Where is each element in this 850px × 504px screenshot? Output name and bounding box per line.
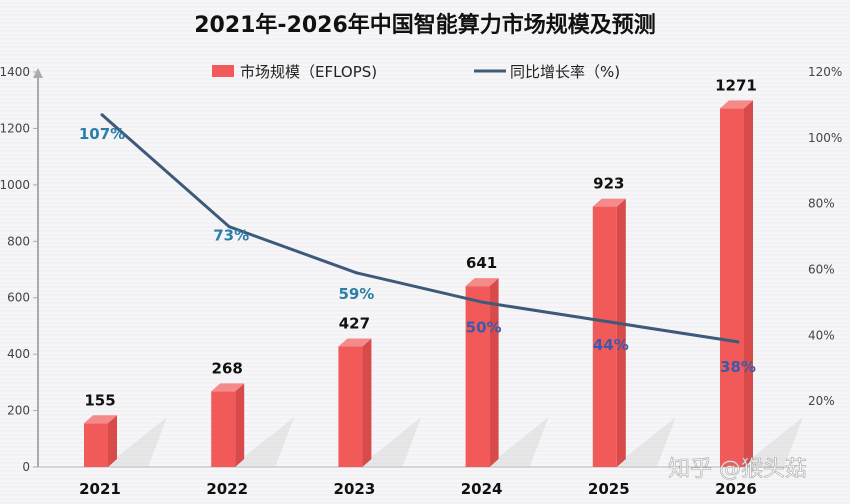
bar-2021 bbox=[84, 415, 167, 467]
bar-side bbox=[235, 383, 245, 467]
growth-rate-label: 44% bbox=[593, 336, 629, 354]
legend-bar-swatch bbox=[212, 65, 234, 77]
x-tick-label: 2026 bbox=[715, 480, 757, 498]
bar-front bbox=[84, 423, 108, 467]
bar-value-label: 155 bbox=[84, 391, 115, 409]
line-point bbox=[100, 113, 104, 117]
bar-side bbox=[616, 198, 626, 467]
bar-2025 bbox=[592, 198, 676, 467]
y-axis-arrow bbox=[33, 68, 43, 78]
legend-bar-label: 市场规模（EFLOPS) bbox=[240, 63, 377, 81]
bar-front bbox=[465, 286, 490, 467]
bar-top bbox=[84, 415, 117, 424]
x-tick-label: 2021 bbox=[79, 480, 121, 498]
bar-value-label: 427 bbox=[339, 315, 370, 333]
y-left-tick-label: 400 bbox=[7, 347, 30, 361]
bar-side bbox=[744, 100, 753, 468]
x-tick-label: 2023 bbox=[334, 480, 376, 498]
bar-top bbox=[465, 278, 499, 287]
line-point bbox=[736, 340, 740, 344]
bar-2024 bbox=[465, 278, 549, 467]
bar-side bbox=[108, 415, 117, 467]
legend: 市场规模（EFLOPS) 同比增长率（%) bbox=[212, 63, 620, 81]
bar-shadow bbox=[489, 417, 549, 467]
growth-rate-line bbox=[101, 113, 739, 344]
watermark: 知乎 @猴头菇 bbox=[668, 457, 807, 482]
bar-front bbox=[592, 206, 617, 467]
legend-line-label: 同比增长率（%) bbox=[510, 63, 620, 81]
bar-front bbox=[338, 346, 363, 467]
bar-side bbox=[362, 338, 372, 467]
bar-top bbox=[338, 338, 372, 347]
bar-top bbox=[211, 383, 245, 392]
growth-rate-label: 50% bbox=[466, 318, 502, 336]
y-right-tick-label: 40% bbox=[808, 328, 835, 342]
x-tick-label: 2025 bbox=[588, 480, 630, 498]
y-left-tick-label: 0 bbox=[22, 460, 30, 474]
bar-shadow bbox=[362, 417, 422, 467]
bar-shadow bbox=[108, 417, 167, 467]
bar-side bbox=[489, 278, 499, 467]
growth-rate-label: 107% bbox=[79, 125, 125, 143]
chart-title: 2021年-2026年中国智能算力市场规模及预测 bbox=[194, 12, 656, 38]
bar-value-label: 641 bbox=[466, 254, 497, 272]
bar-value-label: 923 bbox=[593, 175, 624, 193]
y-right-tick-label: 100% bbox=[808, 131, 842, 145]
y-left-tick-label: 1000 bbox=[0, 178, 30, 192]
bar-top bbox=[592, 198, 626, 207]
y-right-tick-label: 120% bbox=[808, 65, 842, 79]
bar-shadow bbox=[616, 417, 676, 467]
bar-shadow bbox=[744, 417, 803, 467]
y-left-tick-label: 1200 bbox=[0, 121, 30, 135]
y-left-tick-label: 1400 bbox=[0, 65, 30, 79]
line-point bbox=[227, 225, 231, 229]
line-point bbox=[609, 320, 613, 324]
bar-value-label: 268 bbox=[212, 359, 243, 377]
bar-2026 bbox=[720, 100, 803, 468]
growth-rate-label: 38% bbox=[720, 358, 756, 376]
bar-2023 bbox=[338, 338, 422, 467]
line-point bbox=[482, 300, 486, 304]
y-right-tick-label: 60% bbox=[808, 263, 835, 277]
bar-value-label: 1271 bbox=[715, 76, 757, 94]
bar-shadow bbox=[235, 417, 295, 467]
bar-top bbox=[720, 100, 753, 109]
x-tick-label: 2022 bbox=[206, 480, 248, 498]
line-point bbox=[354, 271, 358, 275]
y-right-tick-label: 20% bbox=[808, 394, 835, 408]
growth-rate-label: 73% bbox=[213, 227, 249, 245]
growth-rate-label: 59% bbox=[338, 285, 374, 303]
y-left-tick-label: 600 bbox=[7, 291, 30, 305]
y-left-tick-label: 800 bbox=[7, 234, 30, 248]
y-right-tick-label: 80% bbox=[808, 197, 835, 211]
bar-2022 bbox=[211, 383, 295, 467]
bar-front bbox=[211, 391, 236, 467]
x-tick-label: 2024 bbox=[461, 480, 503, 498]
y-left-tick-label: 200 bbox=[7, 404, 30, 418]
bar-front bbox=[720, 108, 744, 468]
